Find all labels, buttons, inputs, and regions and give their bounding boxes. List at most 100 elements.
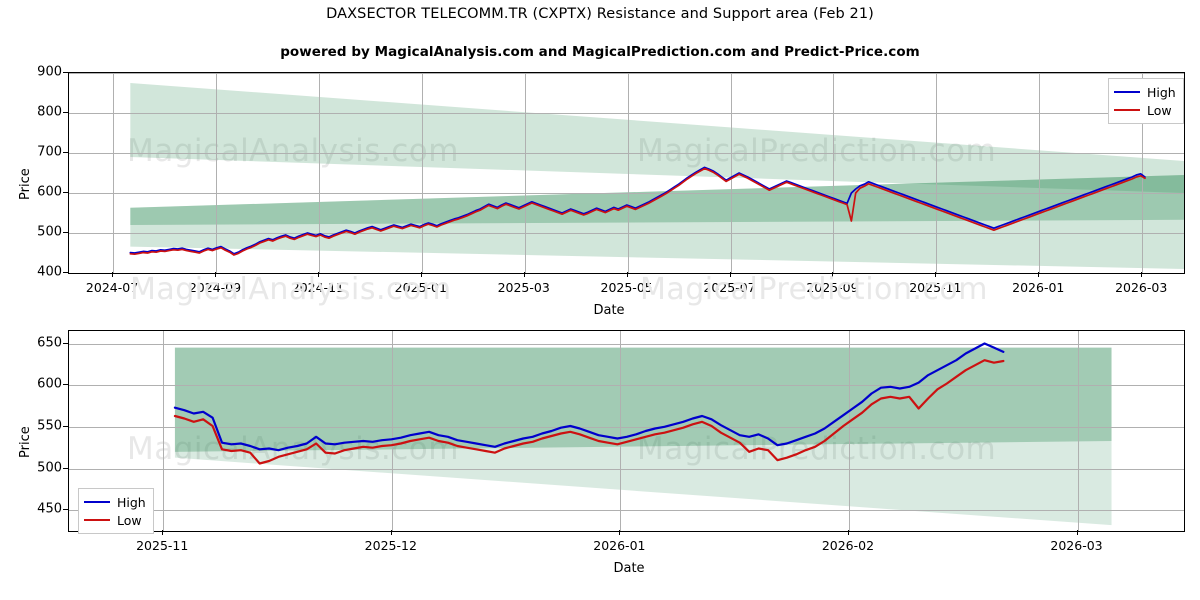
zoom-plot-area: MagicalAnalysis.com MagicalPrediction.com	[68, 330, 1185, 532]
overview-x-axis-title: Date	[593, 303, 625, 318]
x-tick-mark	[420, 272, 422, 277]
series-line-high	[173, 342, 1005, 452]
x-tick-label: 2025-12	[364, 538, 417, 553]
y-tick-mark	[63, 425, 68, 427]
x-tick-label: 2025-11	[909, 280, 962, 295]
legend-label-high: High	[1147, 84, 1176, 100]
x-tick-mark	[935, 272, 937, 277]
x-tick-label: 2024-11	[291, 280, 344, 295]
gridline-horizontal	[69, 233, 1184, 234]
x-tick-mark	[112, 272, 114, 277]
zoom-x-axis-title: Date	[613, 561, 645, 576]
x-tick-label: 2025-07	[703, 280, 756, 295]
x-tick-label: 2025-03	[497, 280, 550, 295]
y-tick-mark	[63, 72, 68, 73]
page-title: DAXSECTOR TELECOMM.TR (CXPTX) Resistance…	[326, 6, 874, 22]
gridline-vertical	[620, 331, 622, 531]
series-line-low	[129, 167, 1146, 256]
gridline-horizontal	[69, 153, 1184, 154]
gridline-horizontal	[69, 73, 1184, 74]
gridline-vertical	[163, 331, 165, 531]
x-tick-mark	[847, 530, 849, 535]
y-tick-mark	[63, 509, 68, 511]
price-series	[129, 166, 1146, 256]
price-bands	[130, 83, 1184, 269]
x-tick-mark	[1141, 272, 1143, 277]
y-tick-label: 550	[37, 418, 62, 434]
y-tick-label: 400	[37, 264, 62, 280]
y-tick-mark	[63, 192, 68, 193]
gridline-horizontal	[69, 193, 1184, 194]
legend-label-high-zoom: High	[117, 494, 146, 510]
x-tick-label: 2024-07	[85, 280, 139, 295]
x-tick-mark	[1076, 530, 1078, 535]
series-line-low	[173, 359, 1005, 465]
series-line-high	[129, 166, 1146, 255]
gridline-horizontal	[69, 468, 1184, 470]
x-tick-label: 2026-01	[1012, 280, 1065, 295]
gridline-vertical	[524, 73, 526, 273]
price-series	[173, 342, 1005, 465]
legend-swatch-low	[1114, 109, 1140, 111]
legend-item-high-zoom[interactable]: High	[84, 493, 146, 511]
y-tick-label: 650	[37, 335, 62, 350]
legend-swatch-low	[84, 519, 110, 521]
x-tick-label: 2026-01	[593, 538, 646, 553]
x-tick-label: 2026-03	[1115, 280, 1168, 295]
y-tick-label: 700	[37, 144, 62, 160]
overview-legend: High Low	[1108, 78, 1184, 124]
gridline-horizontal	[69, 426, 1184, 428]
legend-label-low-zoom: Low	[117, 512, 142, 528]
band-core-band	[130, 175, 1184, 225]
x-tick-label: 2024-09	[188, 280, 242, 295]
y-tick-label: 450	[37, 501, 62, 517]
gridline-vertical	[113, 73, 115, 273]
x-tick-label: 2025-01	[394, 280, 447, 295]
x-tick-mark	[162, 530, 164, 535]
zoom-y-axis-title: Price	[18, 426, 33, 458]
legend-item-low-zoom[interactable]: Low	[84, 511, 146, 529]
gridline-vertical	[1077, 331, 1079, 531]
gridline-vertical	[215, 73, 217, 273]
x-tick-mark	[390, 530, 392, 535]
gridline-vertical	[936, 73, 938, 273]
gridline-vertical	[627, 73, 629, 273]
y-tick-mark	[63, 232, 68, 233]
gridline-horizontal	[69, 343, 1184, 345]
band-support-wedge	[130, 175, 1184, 269]
gridline-vertical	[1039, 73, 1041, 273]
x-tick-label: 2025-09	[806, 280, 859, 295]
x-tick-mark	[214, 272, 216, 277]
x-tick-label: 2025-11	[136, 538, 189, 553]
gridline-vertical	[833, 73, 835, 273]
legend-swatch-high	[84, 501, 110, 503]
y-tick-label: 500	[37, 224, 62, 240]
gridline-horizontal	[69, 113, 1184, 114]
x-tick-label: 2026-02	[821, 538, 875, 553]
overview-y-axis-title: Price	[18, 168, 33, 200]
y-tick-mark	[63, 152, 68, 153]
legend-item-low[interactable]: Low	[1114, 101, 1176, 119]
x-tick-mark	[317, 272, 319, 277]
legend-item-high[interactable]: High	[1114, 83, 1176, 101]
zoom-legend: High Low	[78, 488, 154, 534]
x-tick-mark	[729, 272, 731, 277]
legend-swatch-high	[1114, 91, 1140, 93]
gridline-vertical	[421, 73, 423, 273]
x-tick-label: 2026-03	[1050, 538, 1103, 553]
y-tick-label: 600	[37, 376, 62, 392]
zoom-chart: MagicalAnalysis.com MagicalPrediction.com	[68, 330, 1185, 532]
y-tick-label: 900	[37, 64, 62, 80]
x-tick-mark	[626, 272, 628, 277]
x-tick-mark	[523, 272, 525, 277]
gridline-vertical	[391, 331, 393, 531]
gridline-vertical	[1142, 73, 1144, 273]
x-tick-mark	[1038, 272, 1040, 277]
y-tick-mark	[63, 272, 68, 273]
page-subtitle: powered by MagicalAnalysis.com and Magic…	[280, 44, 920, 60]
x-tick-mark	[619, 530, 621, 535]
gridline-horizontal	[69, 385, 1184, 387]
legend-label-low: Low	[1147, 102, 1172, 118]
x-tick-label: 2025-05	[600, 280, 653, 295]
band-resistance-wedge	[130, 83, 1184, 193]
